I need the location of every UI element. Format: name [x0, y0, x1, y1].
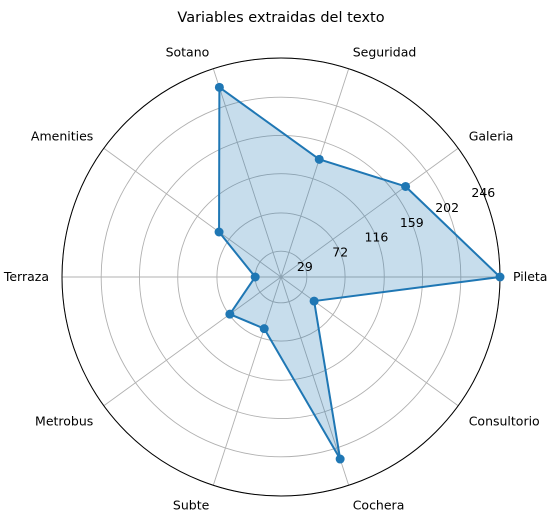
spoke-seguridad	[280, 68, 350, 278]
label-layer: 29 72 116 159 202 246 Pileta Galeria Seguridad So…	[3, 44, 548, 512]
spoke-metrobus	[103, 276, 282, 407]
data-point-terraza	[250, 272, 260, 282]
data-point-amenities	[214, 227, 224, 237]
category-label-consultorio: Consultorio	[469, 413, 540, 428]
data-point-seguridad	[314, 154, 324, 164]
data-point-galeria	[401, 181, 411, 191]
category-label-pileta: Pileta	[513, 269, 547, 284]
radial-tick-label: 72	[332, 244, 348, 259]
chart-title: Variables extraidas del texto	[177, 10, 384, 26]
radial-tick-label: 29	[297, 259, 313, 274]
category-label-subte: Subte	[173, 498, 210, 513]
spoke-galeria	[280, 147, 459, 278]
data-point-subte	[259, 324, 269, 334]
category-label-sotano: Sotano	[166, 44, 210, 59]
radial-tick-label: 246	[471, 185, 495, 200]
data-point-pileta	[495, 272, 505, 282]
series-layer	[214, 82, 505, 464]
spoke-amenities	[103, 147, 282, 278]
data-point-sotano	[214, 82, 224, 92]
spoke-cochera	[280, 276, 350, 486]
data-point-metrobus	[225, 309, 235, 319]
category-label-amenities: Amenities	[31, 129, 93, 144]
radial-tick-label: 116	[364, 229, 388, 244]
data-point-consultorio	[309, 296, 319, 306]
category-label-metrobus: Metrobus	[35, 413, 93, 428]
radial-tick-label: 202	[435, 200, 459, 215]
radial-tick-label: 159	[400, 215, 424, 230]
category-label-terraza: Terraza	[3, 269, 49, 284]
grid	[61, 57, 501, 497]
spoke-subte	[212, 276, 282, 486]
spoke-sotano	[212, 68, 282, 278]
data-point-cochera	[335, 454, 345, 464]
category-label-seguridad: Seguridad	[353, 44, 417, 59]
series-area	[219, 87, 500, 460]
category-label-cochera: Cochera	[353, 498, 405, 513]
category-label-galeria: Galeria	[469, 129, 514, 144]
